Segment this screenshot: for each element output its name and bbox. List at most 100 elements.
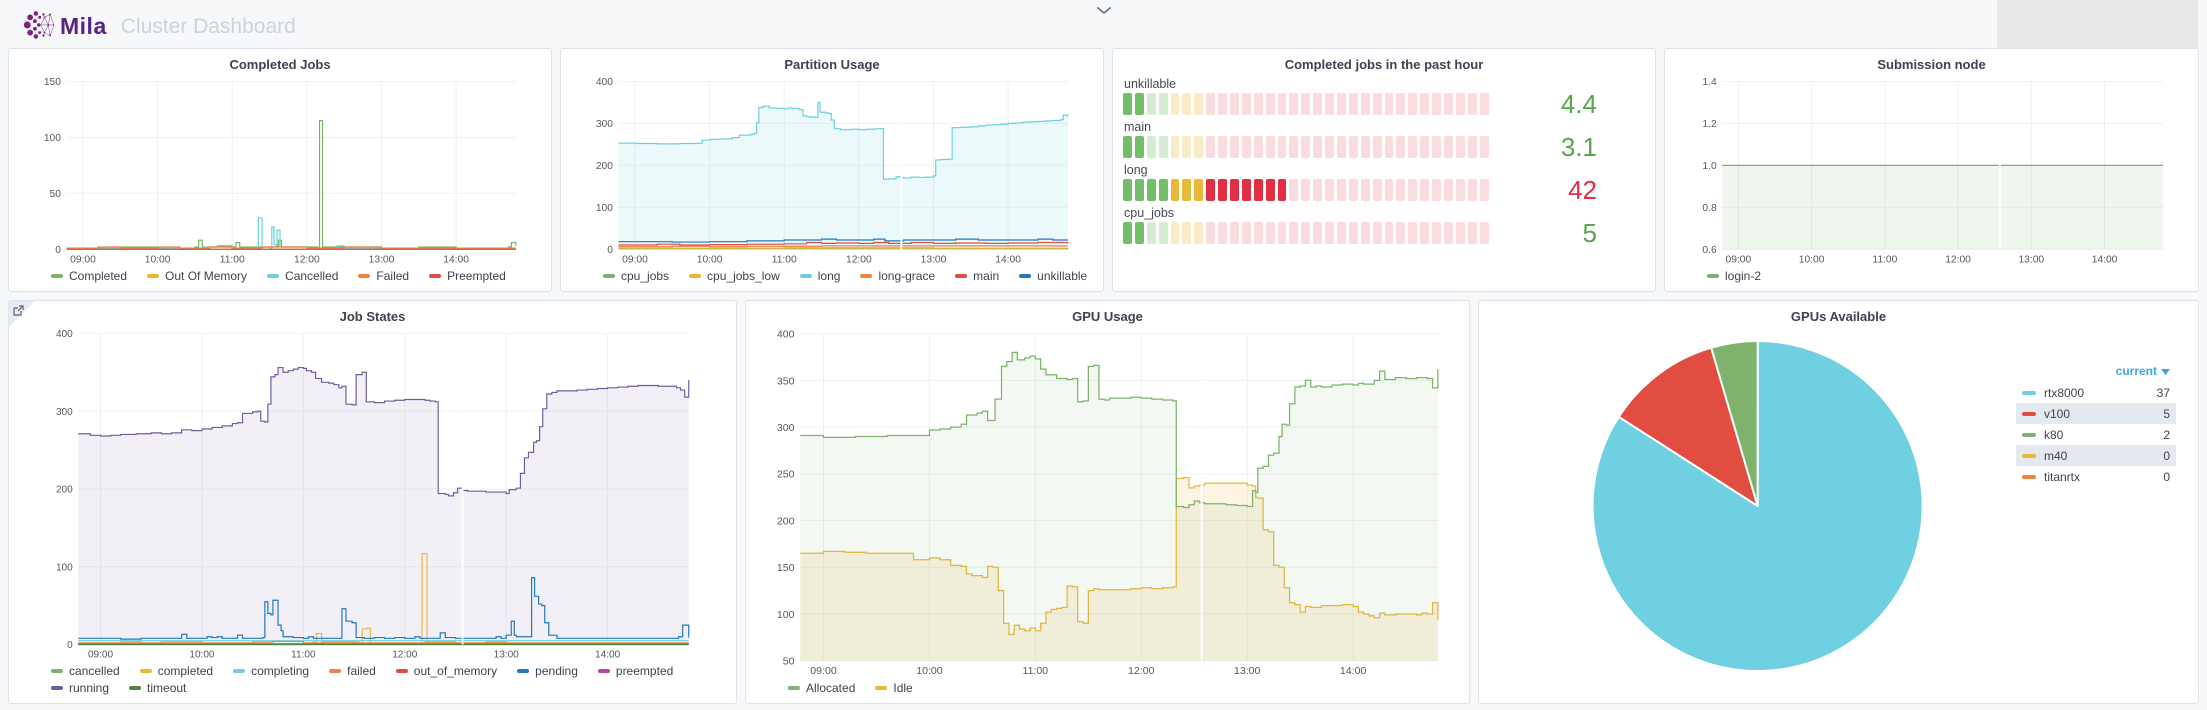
external-link-icon[interactable]	[12, 304, 25, 317]
gauge-cell	[1384, 222, 1394, 244]
legend-row-v100[interactable]: v100 5	[2016, 403, 2176, 424]
legend-item-main[interactable]: main	[955, 269, 999, 283]
legend-label: preempted	[615, 664, 674, 678]
legend-item-login-2[interactable]: login-2	[1707, 269, 1761, 283]
panel-title[interactable]: Partition Usage	[784, 57, 880, 72]
legend-item-Preempted[interactable]: Preempted	[429, 269, 506, 283]
legend-item-out_of_memory[interactable]: out_of_memory	[395, 664, 497, 678]
legend-item-Out Of Memory[interactable]: Out Of Memory	[147, 269, 247, 283]
gauge-cells	[1123, 179, 1489, 201]
job-states-chart[interactable]: 0 100 200 300 400 09:00 10:00 11:00 12:00 13:00 14…	[17, 326, 728, 661]
gauge-cell	[1432, 222, 1442, 244]
gauge-cell	[1432, 93, 1442, 115]
sort-column-header[interactable]: current	[2016, 362, 2176, 382]
legend-item-Cancelled[interactable]: Cancelled	[267, 269, 338, 283]
panel-title[interactable]: Completed Jobs	[229, 57, 331, 72]
gauge-cell	[1325, 136, 1335, 158]
gauge-cell	[1348, 93, 1358, 115]
legend-item-long[interactable]: long	[799, 269, 840, 283]
gauge-row-label: cpu_jobs	[1124, 206, 1175, 220]
legend-swatch	[603, 274, 615, 278]
legend-item-completing[interactable]: completing	[233, 664, 309, 678]
panel-title[interactable]: GPUs Available	[1790, 309, 1887, 324]
legend-item-running[interactable]: running	[51, 681, 109, 695]
svg-text:14:00: 14:00	[443, 254, 469, 265]
panel-completed-jobs-past-hour: Completed jobs in the past hour unkillab…	[1112, 48, 1656, 292]
sort-label[interactable]: current	[2115, 364, 2157, 378]
panel-title[interactable]: Job States	[339, 309, 406, 324]
sort-caret-icon	[2161, 364, 2170, 378]
legend-item-completed[interactable]: completed	[139, 664, 213, 678]
svg-text:100: 100	[56, 562, 73, 573]
gauge-cell	[1158, 136, 1168, 158]
partition-usage-chart[interactable]: 0 100 200 300 400 09:00 10:00 11:00 12:00 13:00 14…	[569, 74, 1095, 266]
gpus-available-pie-chart[interactable]	[1487, 326, 2190, 701]
legend-label: running	[69, 681, 110, 695]
gauge-cell	[1384, 136, 1394, 158]
gauge-cell	[1360, 179, 1370, 201]
panel-title[interactable]: Completed jobs in the past hour	[1284, 57, 1484, 72]
legend-item-cpu_jobs[interactable]: cpu_jobs	[603, 269, 669, 283]
gauge-cell	[1337, 136, 1346, 158]
svg-text:09:00: 09:00	[70, 254, 96, 265]
legend-row-rtx8000[interactable]: rtx8000 37	[2016, 382, 2176, 403]
legend-label: cpu_jobs_low	[707, 269, 780, 283]
legend-item-pending[interactable]: pending	[517, 664, 578, 678]
gauge-cell	[1396, 179, 1406, 201]
gpu-usage-chart[interactable]: 50 100 150 200 250 300 350 400 09:00 10:00 11:00 12…	[754, 326, 1461, 678]
legend-item-failed[interactable]: failed	[329, 664, 376, 678]
legend-label: Failed	[376, 269, 410, 283]
legend-item-unkillable[interactable]: unkillable	[1019, 269, 1087, 283]
legend-value: 0	[2163, 469, 2170, 484]
gauge-cell	[1360, 93, 1370, 115]
svg-text:1.4: 1.4	[1702, 77, 1717, 88]
gauge-cell	[1372, 222, 1382, 244]
gauge-cell	[1146, 222, 1156, 244]
gauge-cell	[1253, 136, 1263, 158]
panel-links-flap[interactable]	[9, 301, 35, 327]
gauge-cell	[1444, 222, 1453, 244]
gauge-value: 5	[1582, 218, 1597, 248]
legend-item-long-grace[interactable]: long-grace	[860, 269, 935, 283]
legend-item-Completed[interactable]: Completed	[51, 269, 127, 283]
legend-row-m40[interactable]: m40 0	[2016, 445, 2176, 466]
panel-title[interactable]: GPU Usage	[1072, 309, 1143, 324]
svg-text:09:00: 09:00	[810, 665, 837, 677]
legend-label: completing	[251, 664, 310, 678]
legend-row-titanrtx[interactable]: titanrtx 0	[2016, 466, 2176, 487]
collapse-row-caret-icon[interactable]	[1096, 3, 1112, 21]
legend-item-Failed[interactable]: Failed	[358, 269, 409, 283]
legend-swatch	[2022, 411, 2036, 416]
gauge-cell	[1337, 222, 1346, 244]
gauge-cell	[1348, 179, 1358, 201]
completed-jobs-chart[interactable]: 0 50 100 150 09:00 10:00 11:00 12:00 13:00 14:00	[17, 74, 543, 266]
legend-swatch	[860, 274, 873, 278]
legend-row-k80[interactable]: k80 2	[2016, 424, 2176, 445]
legend-label: Allocated	[806, 681, 856, 695]
legend-item-cancelled[interactable]: cancelled	[51, 664, 120, 678]
panel-title[interactable]: Submission node	[1877, 57, 1986, 72]
legend-item-Allocated[interactable]: Allocated	[788, 681, 855, 695]
gauge-cell	[1253, 93, 1263, 115]
svg-text:12:00: 12:00	[294, 254, 320, 265]
pie-slice-k80[interactable]	[1710, 340, 1759, 507]
svg-text:50: 50	[783, 656, 795, 668]
legend-label: login-2	[1725, 269, 1762, 283]
submission-node-chart[interactable]: 0.6 0.8 1.0 1.2 1.4 09:00 10:00 11:00 12:00 13:00…	[1673, 74, 2190, 266]
legend-item-cpu_jobs_low[interactable]: cpu_jobs_low	[689, 269, 780, 283]
gauge-cell	[1313, 179, 1323, 201]
legend-item-Idle[interactable]: Idle	[875, 681, 913, 695]
brand-name[interactable]: Mila	[60, 13, 107, 39]
gauge-cell	[1158, 93, 1168, 115]
panel-job-states: Job States 0 100 200 300 400 09:00 10:00 11:00 1…	[8, 300, 737, 704]
legend-item-preempted[interactable]: preempted	[597, 664, 674, 678]
legend-swatch	[689, 274, 702, 278]
legend-swatch	[2022, 453, 2036, 458]
gauge-value: 3.1	[1560, 132, 1597, 162]
gauge-cell	[1253, 222, 1263, 244]
pie-slice-v100[interactable]	[1617, 346, 1759, 507]
legend-item-timeout[interactable]: timeout	[129, 681, 186, 695]
gauge-cell	[1420, 93, 1430, 115]
breadcrumb[interactable]: Mila Cluster Dashboard	[12, 4, 296, 49]
gauge-cell	[1396, 93, 1406, 115]
